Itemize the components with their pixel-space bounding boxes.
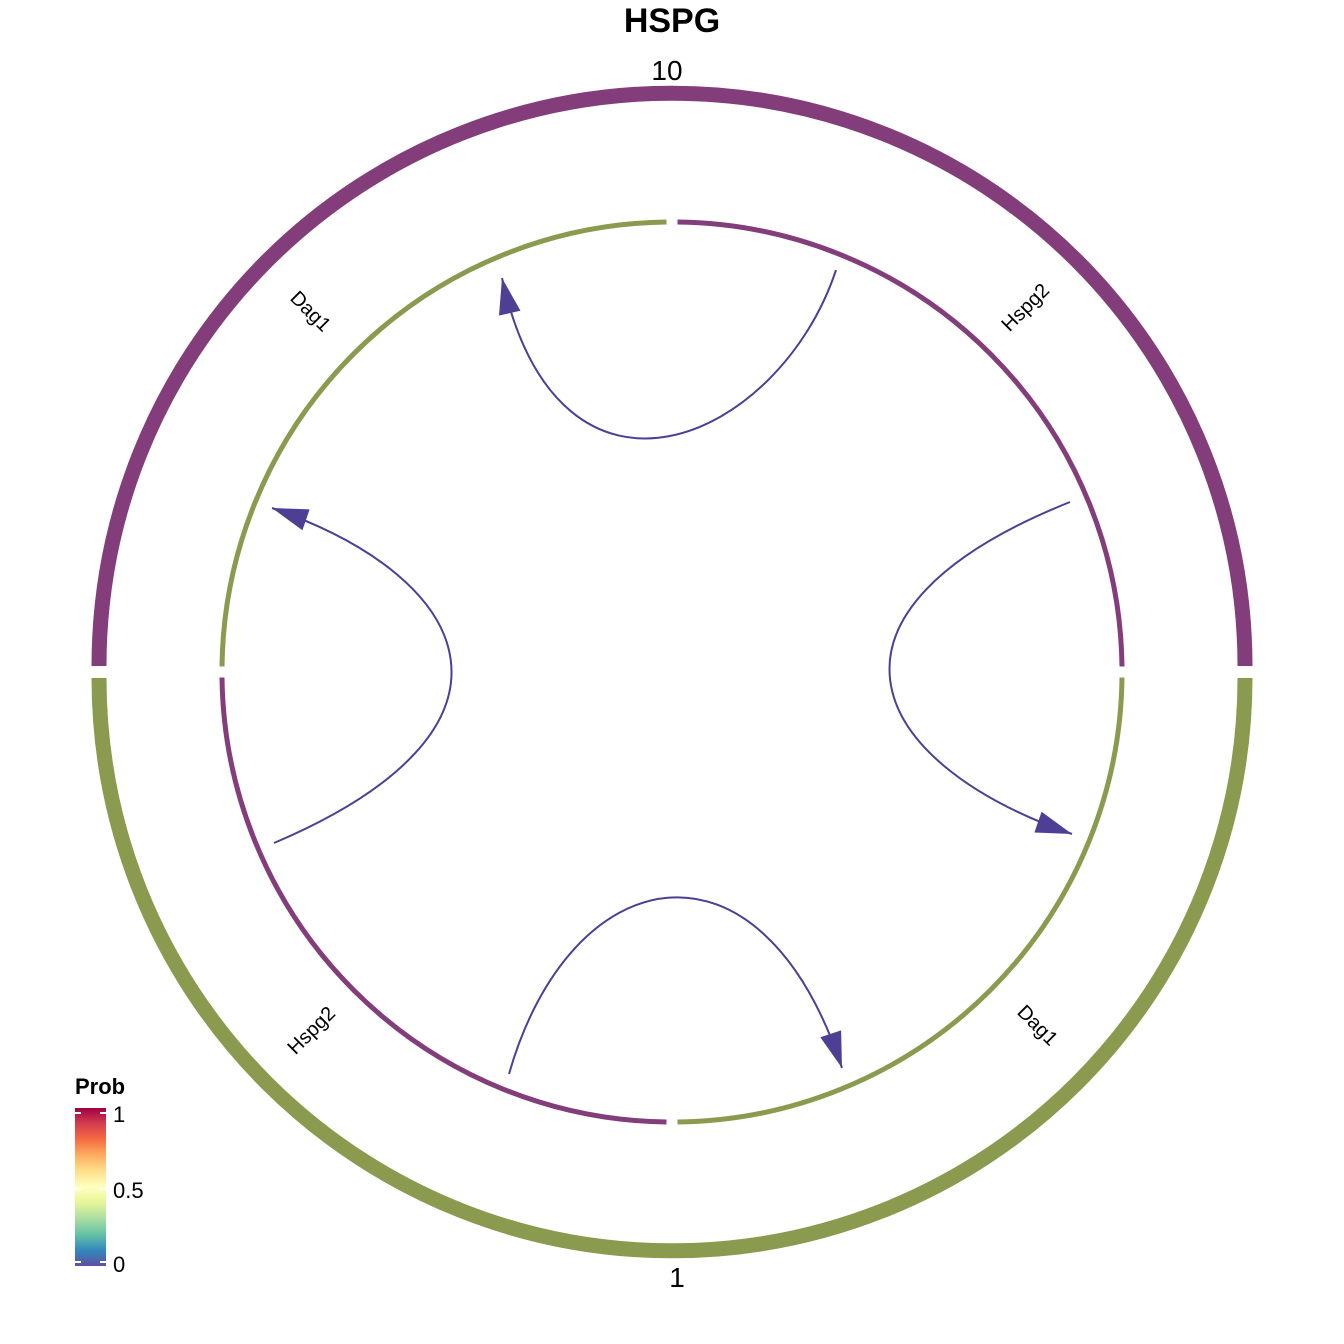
legend-colorbar [75,1108,106,1266]
group-arc-1 [91,677,1253,1259]
sector-arc-hspg2-10 [677,219,1125,667]
group-label-10: 10 [651,55,682,86]
sector-label-hspg2-10: Hspg2 [998,280,1054,336]
legend-tick-05: 0.5 [113,1178,144,1203]
link-2 [271,507,453,844]
link-0 [501,269,837,440]
link-arrowhead-2 [272,508,310,531]
sector-arc-dag1-1 [677,677,1125,1125]
legend-title: Prob [75,1074,125,1099]
link-arrowhead-0 [499,278,521,316]
sector-arc-dag1-10 [219,219,667,667]
legend-tick-1: 1 [113,1102,125,1127]
chart-title: HSPG [624,2,720,40]
links [271,269,1073,1075]
sector-arcs [219,219,1125,1125]
group-label-1: 1 [669,1262,685,1293]
link-1 [888,501,1073,835]
link-3 [508,896,843,1075]
sector-arc-hspg2-1 [219,677,667,1125]
group-arc-10 [91,85,1253,667]
legend-tick-0: 0 [113,1252,125,1277]
sector-label-dag1-1: Dag1 [1013,1001,1062,1050]
legend: Prob 1 0.5 0 [75,1074,144,1277]
sector-label-dag1-10: Dag1 [286,287,335,336]
group-arcs [91,85,1253,1259]
link-arrowhead-3 [820,1030,842,1068]
link-arrowhead-1 [1034,811,1072,834]
sector-label-hspg2-1: Hspg2 [284,1003,340,1059]
